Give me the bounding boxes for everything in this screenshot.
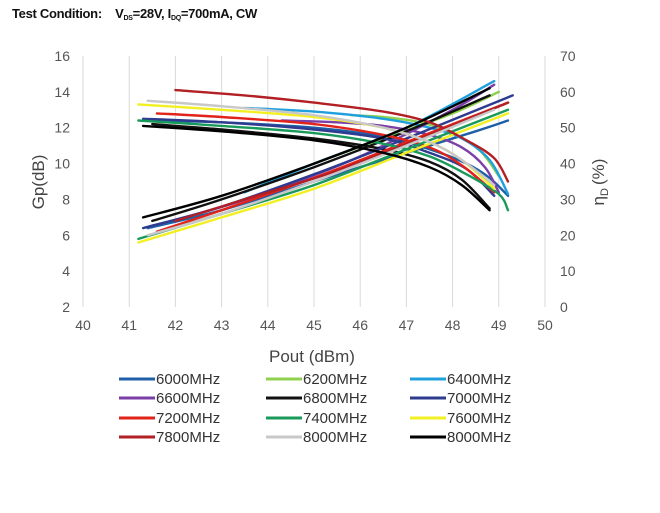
y-right-unit: (%) — [589, 159, 608, 185]
x-tick-label: 40 — [75, 317, 91, 333]
x-tick-label: 46 — [352, 317, 368, 333]
idq-value: =700mA, — [180, 6, 233, 21]
x-tick-label: 49 — [491, 317, 507, 333]
legend-label: 7200MHz — [156, 410, 220, 427]
y-right-axis-ticks: 0 10 20 30 40 50 60 70 — [560, 48, 576, 315]
legend-label: 6800MHz — [303, 390, 367, 407]
vds-condition: VDS=28V, — [115, 6, 165, 22]
y-right-tick-label: 60 — [560, 84, 576, 100]
x-axis-title: Pout (dBm) — [269, 347, 355, 366]
legend-label: 8000MHz — [303, 429, 367, 446]
gain-line-7200MHz-7 — [155, 112, 496, 194]
y-right-tick-label: 0 — [560, 299, 568, 315]
legend-label: 7800MHz — [156, 429, 220, 446]
y-right-subscript: D — [599, 188, 611, 196]
legend-label: 6200MHz — [303, 371, 367, 388]
test-condition: Test Condition: VDS=28V, IDQ=700mA, CW — [12, 6, 257, 22]
vds-value: =28V, — [132, 6, 165, 21]
gain-line-7400MHz-8 — [137, 119, 510, 212]
y-right-symbol: η — [589, 196, 608, 205]
x-tick-label: 45 — [306, 317, 322, 333]
x-tick-label: 43 — [214, 317, 230, 333]
vds-subscript: DS — [123, 15, 133, 22]
y-right-tick-label: 30 — [560, 191, 576, 207]
y-right-tick-label: 70 — [560, 48, 576, 64]
legend-label: 6400MHz — [447, 371, 511, 388]
y-right-tick-label: 20 — [560, 227, 576, 243]
legend-label: 8000MHz — [447, 429, 511, 446]
legend-label: 7000MHz — [447, 390, 511, 407]
y-right-tick-label: 10 — [560, 263, 576, 279]
mode-value: CW — [235, 6, 257, 21]
efficiency-line-7600MHz-9 — [137, 112, 510, 244]
efficiency-line-8000MHz-12 — [141, 87, 491, 219]
test-condition-label: Test Condition: — [12, 6, 102, 21]
x-tick-label: 48 — [445, 317, 461, 333]
x-tick-label: 42 — [168, 317, 184, 333]
efficiency-line-7800MHz-10 — [174, 101, 510, 223]
legend-label: 7600MHz — [447, 410, 511, 427]
x-tick-label: 41 — [121, 317, 137, 333]
x-tick-label: 47 — [399, 317, 415, 333]
y-left-tick-label: 14 — [54, 84, 70, 100]
y-left-tick-label: 16 — [54, 48, 70, 64]
y-left-tick-label: 2 — [62, 299, 70, 315]
gain-line-8000MHz-12 — [141, 124, 491, 212]
legend-label: 7400MHz — [303, 410, 367, 427]
y-left-axis-title: Gp(dB) — [29, 155, 48, 210]
y-left-tick-label: 6 — [62, 227, 70, 243]
idq-subscript: DQ — [170, 15, 181, 22]
gain-line-8000MHz-11 — [146, 99, 496, 187]
legend-label: 6600MHz — [156, 390, 220, 407]
x-tick-label: 44 — [260, 317, 276, 333]
series-lines — [137, 79, 514, 244]
y-left-tick-label: 12 — [54, 120, 70, 136]
legend-label: 6000MHz — [156, 371, 220, 388]
y-right-tick-label: 40 — [560, 156, 576, 172]
legend: 6000MHz 6200MHz 6400MHz 6600MHz 6800MHz 7000M… — [119, 371, 511, 446]
gain-line-6800MHz-5 — [151, 122, 491, 210]
efficiency-line-6600MHz-4 — [197, 83, 496, 215]
x-tick-label: 50 — [537, 317, 553, 333]
y-left-tick-label: 4 — [62, 263, 70, 279]
y-left-tick-label: 8 — [62, 191, 70, 207]
gain-line-7800MHz-10 — [174, 88, 510, 183]
efficiency-line-8000MHz-11 — [146, 108, 496, 237]
gain-line-6400MHz-3 — [243, 106, 510, 196]
idq-condition: IDQ=700mA, — [167, 6, 233, 22]
y-left-axis-ticks: 2 4 6 8 10 12 14 16 — [54, 48, 70, 315]
y-right-axis-title: ηD (%) — [589, 159, 611, 206]
y-right-tick-label: 50 — [560, 120, 576, 136]
y-left-tick-label: 10 — [54, 156, 70, 172]
efficiency-line-6800MHz-5 — [151, 94, 491, 223]
x-axis-ticks: 40 41 42 43 44 45 46 47 48 49 50 — [75, 317, 553, 333]
